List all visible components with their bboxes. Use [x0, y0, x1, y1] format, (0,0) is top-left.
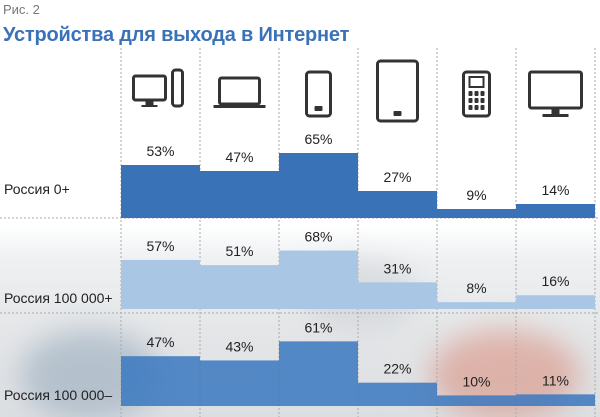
data-label: 47%: [146, 334, 174, 350]
bar: [437, 209, 516, 218]
data-label: 16%: [541, 273, 569, 289]
bar: [516, 204, 595, 218]
bar: [121, 165, 200, 218]
data-label: 53%: [146, 143, 174, 159]
data-label: 27%: [383, 169, 411, 185]
row-label: Россия 0+: [4, 181, 70, 197]
data-label: 43%: [225, 338, 253, 354]
bar: [516, 295, 595, 309]
bar: [279, 153, 358, 218]
bar: [121, 356, 200, 406]
bar: [358, 382, 437, 406]
bar: [121, 259, 200, 309]
feature-phone-icon: [462, 70, 491, 118]
smartphone-icon: [305, 70, 332, 118]
bar: [437, 302, 516, 309]
data-label: 10%: [462, 373, 490, 389]
figure-label: Рис. 2: [3, 2, 40, 17]
data-label: 57%: [146, 238, 174, 254]
data-label: 47%: [225, 149, 253, 165]
data-label: 9%: [466, 187, 486, 203]
data-label: 14%: [541, 182, 569, 198]
desktop-computer-icon: [132, 68, 184, 108]
row-label: Россия 100 000–: [4, 387, 112, 403]
bar: [279, 250, 358, 309]
bar: [437, 395, 516, 406]
data-label: 51%: [225, 243, 253, 259]
chart-title: Устройства для выхода в Интернет: [3, 24, 350, 46]
bar: [358, 282, 437, 309]
data-label: 22%: [383, 361, 411, 377]
data-label: 8%: [466, 280, 486, 296]
bar: [200, 265, 279, 309]
bar: [279, 341, 358, 406]
bar: [516, 394, 595, 406]
data-label: 31%: [383, 260, 411, 276]
bar: [200, 171, 279, 218]
data-label: 65%: [304, 131, 332, 147]
laptop-icon: [213, 76, 266, 108]
bar: [358, 191, 437, 218]
bar: [200, 360, 279, 406]
data-label: 11%: [542, 372, 569, 388]
tv-icon: [528, 70, 583, 117]
data-label: 68%: [304, 229, 332, 245]
data-label: 61%: [304, 319, 332, 335]
tablet-icon: [376, 59, 419, 123]
row-label: Россия 100 000+: [4, 290, 113, 306]
